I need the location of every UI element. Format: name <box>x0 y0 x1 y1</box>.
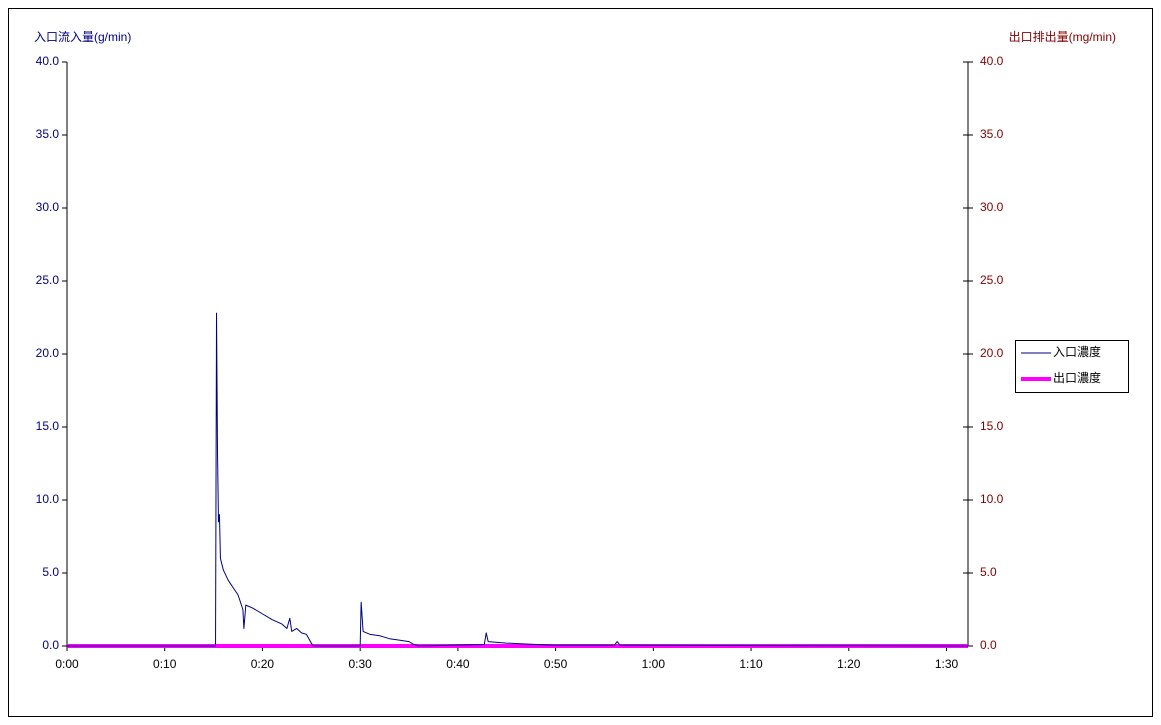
y2-tick-label: 30.0 <box>980 200 1004 214</box>
chart-border <box>8 8 1153 717</box>
y-tick-label: 0.0 <box>42 638 59 652</box>
y2-tick-label: 35.0 <box>980 127 1004 141</box>
x-tick-label: 0:30 <box>348 657 372 671</box>
y-axis-label: 入口流入量(g/min) <box>34 30 131 44</box>
y-tick-label: 30.0 <box>36 200 60 214</box>
x-tick-label: 0:50 <box>544 657 568 671</box>
y-tick-label: 35.0 <box>36 127 60 141</box>
legend-box <box>1015 340 1129 393</box>
y2-tick-label: 40.0 <box>980 54 1004 68</box>
y-tick-label: 15.0 <box>36 419 60 433</box>
y-tick-label: 10.0 <box>36 492 60 506</box>
x-tick-label: 1:30 <box>935 657 959 671</box>
x-tick-label: 1:00 <box>642 657 666 671</box>
legend-label: 入口濃度 <box>1053 344 1101 359</box>
x-tick-label: 0:40 <box>446 657 470 671</box>
y-tick-label: 40.0 <box>36 54 60 68</box>
x-tick-label: 0:20 <box>251 657 275 671</box>
y2-axis-label: 出口排出量(mg/min) <box>1009 30 1116 44</box>
y-tick-label: 20.0 <box>36 346 60 360</box>
y2-tick-label: 20.0 <box>980 346 1004 360</box>
x-tick-label: 1:10 <box>739 657 763 671</box>
y2-tick-label: 5.0 <box>980 565 997 579</box>
x-tick-label: 1:20 <box>837 657 861 671</box>
y2-tick-label: 15.0 <box>980 419 1004 433</box>
y2-tick-label: 25.0 <box>980 273 1004 287</box>
series-line <box>67 312 969 647</box>
y2-tick-label: 0.0 <box>980 638 997 652</box>
legend-label: 出口濃度 <box>1053 370 1101 385</box>
x-tick-label: 0:10 <box>153 657 177 671</box>
y2-tick-label: 10.0 <box>980 492 1004 506</box>
y-tick-label: 25.0 <box>36 273 60 287</box>
x-tick-label: 0:00 <box>55 657 79 671</box>
y-tick-label: 5.0 <box>42 565 59 579</box>
